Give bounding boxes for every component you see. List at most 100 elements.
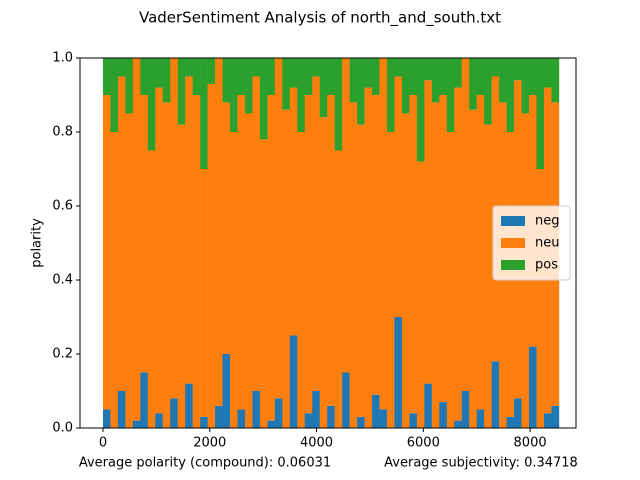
bar-segment (469, 58, 477, 110)
bar-segment (364, 58, 373, 88)
bar-segment (140, 372, 149, 428)
bar-segment (304, 413, 313, 428)
bar-segment (349, 102, 358, 429)
bar-segment (289, 335, 298, 428)
bar-segment (439, 402, 448, 428)
annotation: Average subjectivity: 0.34718 (384, 456, 578, 471)
bar-segment (386, 58, 395, 132)
bar-segment (132, 420, 141, 428)
bar-segment (140, 58, 149, 95)
bar-segment (454, 420, 463, 428)
y-tick-label: 0.6 (52, 199, 73, 214)
y-tick-label: 0.8 (52, 125, 73, 140)
bar-segment (267, 58, 276, 95)
bar-segment (282, 109, 291, 429)
bar-segment (424, 58, 433, 81)
bar-segment (379, 58, 388, 410)
bar-segment (192, 58, 201, 95)
y-axis-label: polarity (30, 218, 45, 268)
legend-swatch (501, 260, 525, 270)
bar-segment (424, 80, 433, 384)
bar-segment (461, 58, 470, 391)
y-tick-label: 1.0 (52, 51, 73, 66)
bar-segment (446, 132, 455, 428)
bar-segment (461, 391, 470, 428)
bar-segment (491, 58, 500, 77)
legend-label: neu (535, 236, 559, 251)
bar-segment (439, 95, 448, 403)
bar-segment (259, 58, 268, 140)
bar-segment (439, 58, 448, 95)
bar-segment (155, 413, 164, 428)
bar-segment (514, 58, 522, 81)
bar-segment (170, 398, 179, 428)
bar-segment (304, 58, 313, 95)
bar-segment (117, 58, 126, 77)
bar-segment (200, 416, 208, 428)
plot-frame (79, 57, 577, 429)
bar-segment (551, 405, 560, 428)
bar-segment (394, 317, 403, 428)
bar-segment (357, 58, 365, 125)
bar-segment (364, 87, 373, 428)
x-tick-label: 8000 (514, 436, 547, 451)
bar-segment (424, 383, 433, 428)
bar-segment (125, 113, 134, 428)
bar-segment (431, 58, 440, 103)
bar-segment (110, 132, 119, 428)
bar-segment (491, 361, 500, 428)
x-tick-label: 4000 (300, 436, 333, 451)
chart-title: VaderSentiment Analysis of north_and_sou… (139, 9, 501, 28)
bar-segment (506, 416, 515, 428)
bar-segment (259, 139, 268, 428)
bar-segment (147, 150, 156, 428)
bar-segment (469, 109, 477, 429)
bar-segment (117, 76, 126, 391)
bar-segment (162, 58, 171, 103)
bar-segment (274, 398, 283, 428)
bar-segment (386, 132, 395, 428)
bar-segment (289, 87, 298, 336)
bar-segment (529, 58, 537, 95)
bar-segment (342, 58, 350, 373)
bar-segment (327, 405, 335, 428)
bar-segment (170, 58, 179, 399)
bar-segment (357, 416, 365, 428)
bar-segment (237, 58, 246, 95)
bar-segment (155, 58, 164, 88)
bar-segment (431, 102, 440, 429)
bar-segment (372, 58, 380, 95)
bar-segment (514, 398, 522, 428)
bar-segment (244, 113, 253, 428)
legend-label: neg (535, 214, 560, 229)
y-tick-label: 0.2 (52, 347, 73, 362)
bar-segment (237, 409, 246, 428)
bar-segment (147, 58, 156, 151)
bar-segment (289, 58, 298, 88)
x-tick-label: 2000 (193, 436, 226, 451)
bar-segment (506, 58, 515, 132)
bar-segment (185, 76, 193, 384)
bar-segment (476, 95, 485, 410)
bar-segment (304, 95, 313, 414)
bar-segment (401, 58, 410, 114)
bar-segment (319, 117, 328, 428)
bar-segment (312, 391, 321, 428)
legend-swatch (501, 238, 525, 248)
bar-segment (102, 58, 111, 95)
bar-segment (476, 409, 485, 428)
bar-segment (319, 58, 328, 118)
bar-segment (155, 87, 164, 414)
bar-segment (267, 420, 276, 428)
bar-segment (327, 58, 335, 95)
bar-segment (349, 58, 358, 103)
bar-segment (132, 58, 141, 421)
bar-segment (327, 95, 335, 406)
bar-segment (230, 58, 238, 132)
bar-segment (394, 58, 403, 77)
bar-segment (446, 58, 455, 132)
bar-segment (222, 102, 231, 355)
bar-segment (185, 383, 193, 428)
bar-segment (110, 58, 119, 132)
bar-segment (192, 95, 201, 428)
